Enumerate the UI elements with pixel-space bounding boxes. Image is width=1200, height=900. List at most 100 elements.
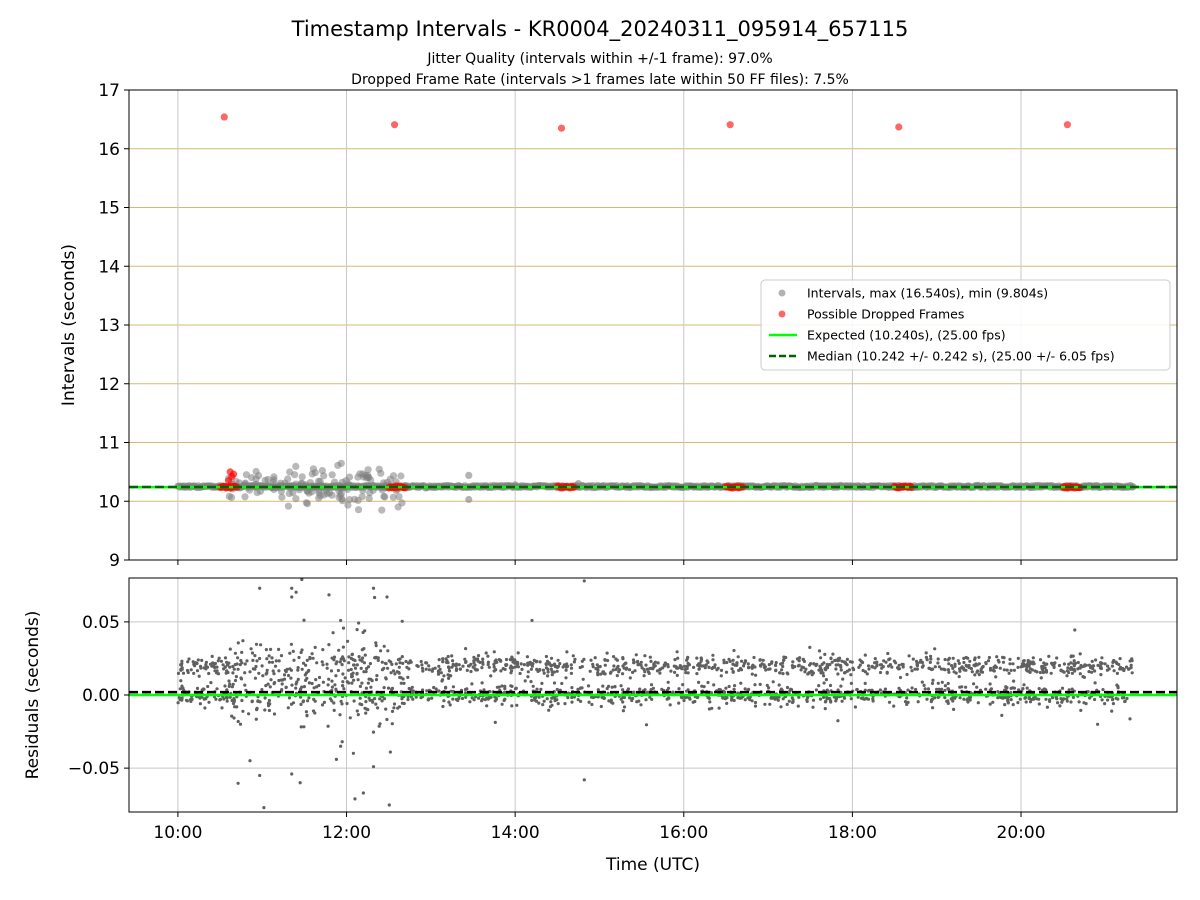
residual-point [845,669,849,673]
residual-point [673,670,677,675]
residual-point [196,658,200,662]
residual-point [1123,699,1127,704]
residual-point [374,702,378,706]
residual-point [686,671,690,675]
interval-point [308,488,316,496]
residual-point [427,668,431,672]
residual-point [188,698,193,702]
residual-point [480,681,484,685]
chart-subtitle-dropped: Dropped Frame Rate (intervals >1 frames … [351,72,849,88]
residual-point [529,680,533,684]
residual-point [464,647,468,651]
y-tick-label: 0.05 [82,613,120,633]
dropped-frame-outlier [1063,121,1071,129]
residual-point [1028,700,1033,704]
residual-point [777,683,781,687]
residual-point [509,664,513,668]
residual-point [1059,697,1063,701]
residual-point [656,661,660,665]
residual-point [683,664,687,669]
interval-point [320,472,328,480]
residual-point [1000,696,1004,700]
residual-point [951,656,955,660]
residual-point [439,671,443,675]
residual-point [371,700,375,704]
residual-point [339,657,343,661]
residual-point [357,655,361,659]
residual-point [343,676,347,680]
residual-point [452,663,456,667]
residual-point [545,697,549,701]
chart-subtitle-jitter: Jitter Quality (intervals within +/-1 fr… [426,51,772,67]
residual-point [393,672,397,676]
residual-point [613,685,617,689]
residual-point [1041,670,1046,674]
residual-point [265,671,269,675]
residual-point [791,700,795,704]
residual-point [1033,669,1037,673]
residual-point [953,696,957,700]
residual-point [663,662,667,667]
residual-point [225,688,229,692]
residual-point [537,695,541,699]
residual-point [954,671,958,675]
residual-point [977,655,981,659]
residual-point [911,657,915,661]
residual-point [217,656,221,660]
residual-point [560,681,564,686]
residual-point [680,667,684,671]
residual-point [605,651,609,655]
residual-point [185,668,190,673]
residual-point [187,657,191,661]
residual-point [682,698,686,703]
residual-point [502,698,506,703]
residual-point [793,665,797,669]
residual-point [988,702,992,706]
residual-point [929,657,933,661]
residual-point [611,701,615,705]
residual-point [909,665,913,669]
residual-point [804,667,808,671]
residual-point [778,671,782,675]
residual-point [947,670,951,674]
residual-point [480,666,484,670]
interval-point [334,461,342,469]
residual-point [798,656,802,660]
residual-point [779,687,784,691]
residual-point [504,657,509,662]
residual-point [317,683,321,688]
residual-point [359,666,363,671]
residual-point [485,704,489,708]
residual-point [781,664,785,669]
residual-point [283,668,287,673]
residual-point [619,697,623,701]
residual-point [820,662,824,667]
residual-point [402,701,406,706]
residual-point [962,697,966,701]
residual-point [210,654,214,659]
residual-point [1069,667,1073,672]
residual-point [1024,695,1028,700]
residuals-y-axis-label: Residuals (seconds) [23,611,43,780]
interval-point [381,493,389,501]
residual-point [578,665,582,670]
residual-point [993,664,997,668]
residual-point [903,700,908,704]
residual-point [1002,668,1006,672]
residual-point [436,672,441,676]
residual-point [463,691,467,695]
residual-point [284,685,288,689]
residual-point [929,654,933,658]
residual-point [1073,628,1077,632]
residual-point [197,674,201,678]
residual-point [483,698,487,702]
residual-point [384,677,388,681]
residual-point [1037,687,1041,691]
residual-point [279,678,283,682]
residual-point [463,687,468,692]
residual-point [1100,661,1104,666]
residual-point [953,662,957,666]
residual-point [875,660,879,664]
residual-point [972,663,976,667]
residual-point [1027,664,1031,668]
